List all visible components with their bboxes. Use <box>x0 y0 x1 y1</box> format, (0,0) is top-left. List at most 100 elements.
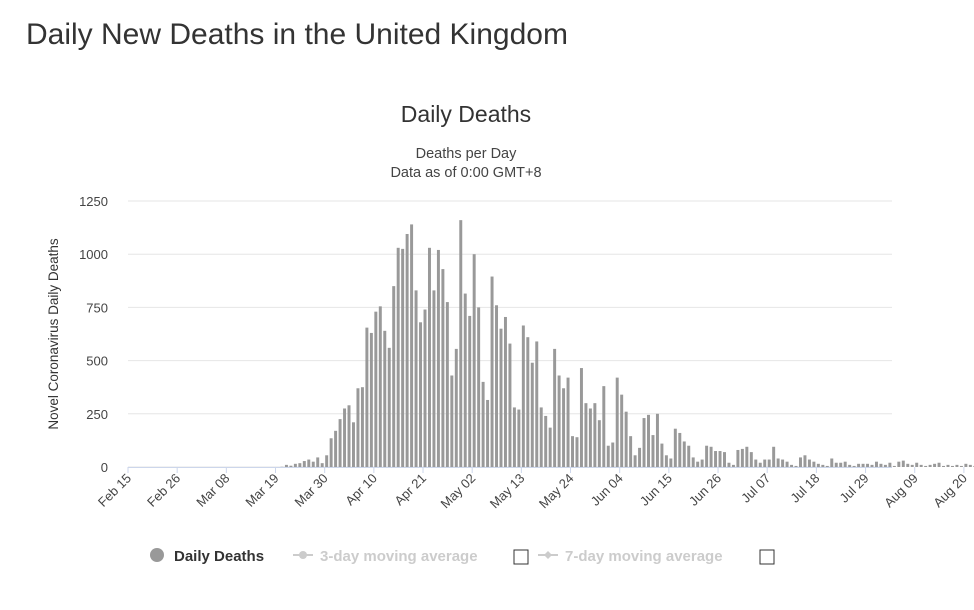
bar[interactable] <box>472 254 476 467</box>
bar[interactable] <box>490 276 494 467</box>
legend-item-7day-ma[interactable]: 7-day moving average <box>538 548 723 565</box>
bar[interactable] <box>821 464 825 467</box>
bar[interactable] <box>535 341 539 467</box>
bar[interactable] <box>347 405 351 467</box>
bar[interactable] <box>343 408 347 467</box>
bar[interactable] <box>696 461 700 467</box>
bar[interactable] <box>942 465 946 467</box>
bar[interactable] <box>888 462 892 467</box>
bar[interactable] <box>852 465 856 467</box>
bar[interactable] <box>432 290 436 467</box>
bar[interactable] <box>901 460 905 467</box>
bar[interactable] <box>915 462 919 467</box>
bar[interactable] <box>910 464 914 467</box>
bar[interactable] <box>633 455 637 467</box>
bar[interactable] <box>463 293 467 467</box>
bar[interactable] <box>758 462 762 467</box>
bar[interactable] <box>374 311 378 467</box>
bar[interactable] <box>678 432 682 467</box>
bar[interactable] <box>334 430 338 467</box>
legend-item-3day-ma[interactable]: 3-day moving average <box>293 548 478 565</box>
bar[interactable] <box>410 224 414 467</box>
bar[interactable] <box>450 375 454 467</box>
bar[interactable] <box>772 446 776 467</box>
bar[interactable] <box>669 458 673 467</box>
bar[interactable] <box>427 247 431 467</box>
bar[interactable] <box>705 445 709 467</box>
bar[interactable] <box>816 463 820 467</box>
bar[interactable] <box>606 445 610 467</box>
bar[interactable] <box>615 377 619 467</box>
bar[interactable] <box>959 465 963 467</box>
bar[interactable] <box>387 347 391 467</box>
bar[interactable] <box>611 442 615 467</box>
bar[interactable] <box>830 458 834 467</box>
bar[interactable] <box>651 435 655 467</box>
bar[interactable] <box>870 464 874 467</box>
bar[interactable] <box>718 451 722 467</box>
bar[interactable] <box>477 307 481 467</box>
bar[interactable] <box>365 327 369 467</box>
bar[interactable] <box>378 306 382 467</box>
bar[interactable] <box>763 459 767 467</box>
bar[interactable] <box>503 316 507 467</box>
bar[interactable] <box>401 248 405 467</box>
bar[interactable] <box>731 464 735 467</box>
checkbox-7day-ma[interactable] <box>759 549 775 565</box>
bar[interactable] <box>284 464 288 467</box>
bar[interactable] <box>360 387 364 467</box>
bar[interactable] <box>767 459 771 467</box>
bar[interactable] <box>548 427 552 467</box>
bar[interactable] <box>803 455 807 467</box>
bar[interactable] <box>736 449 740 467</box>
bar[interactable] <box>799 457 802 467</box>
bar[interactable] <box>874 461 878 467</box>
bar[interactable] <box>553 348 557 467</box>
bar[interactable] <box>660 443 664 467</box>
bar[interactable] <box>879 463 883 467</box>
bar[interactable] <box>781 459 785 467</box>
bar[interactable] <box>709 446 713 467</box>
bar[interactable] <box>441 269 445 467</box>
bar[interactable] <box>530 362 534 467</box>
bar[interactable] <box>727 462 731 467</box>
bar[interactable] <box>454 348 458 467</box>
bar[interactable] <box>392 286 396 467</box>
bar[interactable] <box>526 337 530 467</box>
bar[interactable] <box>754 459 758 467</box>
bar[interactable] <box>682 441 686 467</box>
bar[interactable] <box>749 452 753 467</box>
bar[interactable] <box>329 438 333 467</box>
bar[interactable] <box>937 462 941 467</box>
checkbox-3day-ma[interactable] <box>513 549 529 565</box>
bar[interactable] <box>700 459 704 467</box>
bar[interactable] <box>338 419 342 467</box>
bar[interactable] <box>602 386 606 467</box>
bar[interactable] <box>423 309 427 467</box>
bar[interactable] <box>307 459 311 467</box>
bar[interactable] <box>517 409 521 467</box>
bar[interactable] <box>499 328 503 467</box>
bar[interactable] <box>302 461 306 467</box>
bar[interactable] <box>933 463 937 467</box>
bar[interactable] <box>843 461 847 467</box>
bar[interactable] <box>486 399 490 467</box>
bar[interactable] <box>539 407 543 467</box>
bar[interactable] <box>928 464 932 467</box>
bar[interactable] <box>459 220 463 467</box>
bar[interactable] <box>311 461 315 467</box>
legend-item-daily-deaths[interactable]: Daily Deaths <box>150 548 264 565</box>
bar[interactable] <box>745 446 749 467</box>
bar[interactable] <box>866 463 870 467</box>
bar[interactable] <box>906 463 910 467</box>
bar[interactable] <box>508 343 512 467</box>
bar[interactable] <box>673 428 677 467</box>
bar[interactable] <box>968 464 972 467</box>
bar[interactable] <box>396 247 400 467</box>
bar[interactable] <box>647 414 650 467</box>
bar[interactable] <box>955 464 959 467</box>
bar[interactable] <box>521 325 525 467</box>
bar[interactable] <box>468 315 472 467</box>
bar[interactable] <box>897 461 901 467</box>
bar[interactable] <box>579 368 583 467</box>
